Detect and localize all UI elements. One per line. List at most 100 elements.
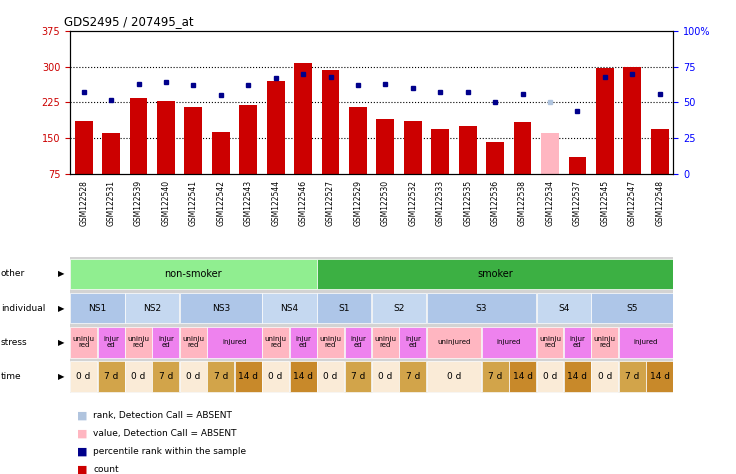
Text: smoker: smoker	[477, 269, 513, 279]
Text: injur
ed: injur ed	[103, 337, 119, 348]
Text: injur
ed: injur ed	[158, 337, 174, 348]
Text: uninjured: uninjured	[437, 339, 470, 345]
Bar	[70, 327, 97, 357]
Bar	[427, 361, 481, 392]
Text: ▶: ▶	[58, 372, 64, 381]
Bar	[235, 361, 262, 392]
Bar	[75, 121, 93, 174]
Text: uninju
red: uninju red	[375, 337, 397, 348]
Text: 0 d: 0 d	[598, 372, 612, 381]
Text: ■: ■	[77, 410, 88, 420]
Text: rank, Detection Call = ABSENT: rank, Detection Call = ABSENT	[93, 411, 233, 419]
Bar	[208, 361, 234, 392]
Text: 7 d: 7 d	[625, 372, 640, 381]
Bar	[262, 293, 316, 323]
Bar	[349, 107, 367, 174]
Bar	[509, 361, 536, 392]
Bar	[564, 361, 591, 392]
Bar	[152, 361, 180, 392]
Bar	[541, 133, 559, 174]
Bar	[290, 361, 316, 392]
Text: count: count	[93, 465, 119, 474]
Text: 14 d: 14 d	[238, 372, 258, 381]
Bar	[400, 361, 426, 392]
Text: injur
ed: injur ed	[295, 337, 311, 348]
Bar	[537, 293, 591, 323]
Text: 7 d: 7 d	[213, 372, 228, 381]
Bar	[431, 128, 449, 174]
Text: 0 d: 0 d	[323, 372, 338, 381]
Text: injur
ed: injur ed	[405, 337, 421, 348]
Text: uninju
red: uninju red	[73, 337, 95, 348]
Text: 0 d: 0 d	[447, 372, 461, 381]
Bar	[564, 327, 591, 357]
Bar	[185, 107, 202, 174]
Bar	[592, 361, 618, 392]
Text: uninju
red: uninju red	[594, 337, 616, 348]
Text: injur
ed: injur ed	[350, 337, 366, 348]
Text: other: other	[1, 270, 25, 278]
Bar	[70, 259, 316, 289]
Text: time: time	[1, 372, 21, 381]
Bar	[344, 327, 372, 357]
Bar	[400, 327, 426, 357]
Bar	[180, 293, 262, 323]
Bar	[102, 133, 120, 174]
Bar	[481, 361, 509, 392]
Text: ■: ■	[77, 446, 88, 456]
Text: NS1: NS1	[88, 304, 107, 312]
Bar	[619, 327, 673, 357]
Bar	[125, 361, 152, 392]
Bar	[372, 293, 426, 323]
Text: 0 d: 0 d	[131, 372, 146, 381]
Text: non-smoker: non-smoker	[165, 269, 222, 279]
Bar	[262, 361, 289, 392]
Bar	[377, 119, 394, 174]
Text: 0 d: 0 d	[378, 372, 392, 381]
Bar	[459, 126, 477, 174]
Text: 7 d: 7 d	[488, 372, 502, 381]
Bar	[596, 68, 614, 174]
Text: S2: S2	[394, 304, 405, 312]
Text: individual: individual	[1, 304, 45, 312]
Text: S3: S3	[475, 304, 487, 312]
Text: injured: injured	[634, 339, 658, 345]
Bar	[70, 361, 97, 392]
Bar	[317, 327, 344, 357]
Bar	[651, 128, 668, 174]
Bar	[180, 327, 207, 357]
Text: ■: ■	[77, 464, 88, 474]
Bar	[70, 293, 124, 323]
Text: NS3: NS3	[212, 304, 230, 312]
Text: S1: S1	[339, 304, 350, 312]
Bar	[427, 293, 536, 323]
Text: stress: stress	[1, 338, 27, 346]
Bar	[266, 81, 285, 174]
Text: 7 d: 7 d	[104, 372, 118, 381]
Bar	[592, 293, 673, 323]
Bar	[514, 122, 531, 174]
Text: uninju
red: uninju red	[183, 337, 205, 348]
Bar	[322, 70, 339, 174]
Text: 7 d: 7 d	[351, 372, 365, 381]
Bar	[344, 361, 372, 392]
Text: NS4: NS4	[280, 304, 298, 312]
Text: 14 d: 14 d	[512, 372, 533, 381]
Bar	[130, 98, 147, 174]
Bar	[427, 327, 481, 357]
Text: percentile rank within the sample: percentile rank within the sample	[93, 447, 247, 456]
Bar	[481, 327, 536, 357]
Bar	[619, 361, 645, 392]
Bar	[537, 327, 564, 357]
Text: injur
ed: injur ed	[570, 337, 585, 348]
Text: value, Detection Call = ABSENT: value, Detection Call = ABSENT	[93, 429, 237, 438]
Text: uninju
red: uninju red	[319, 337, 342, 348]
Bar	[317, 293, 372, 323]
Bar	[262, 327, 289, 357]
Bar	[157, 101, 175, 174]
Bar	[152, 327, 180, 357]
Bar	[125, 327, 152, 357]
Bar	[317, 259, 673, 289]
Text: 7 d: 7 d	[406, 372, 420, 381]
Bar	[98, 327, 124, 357]
